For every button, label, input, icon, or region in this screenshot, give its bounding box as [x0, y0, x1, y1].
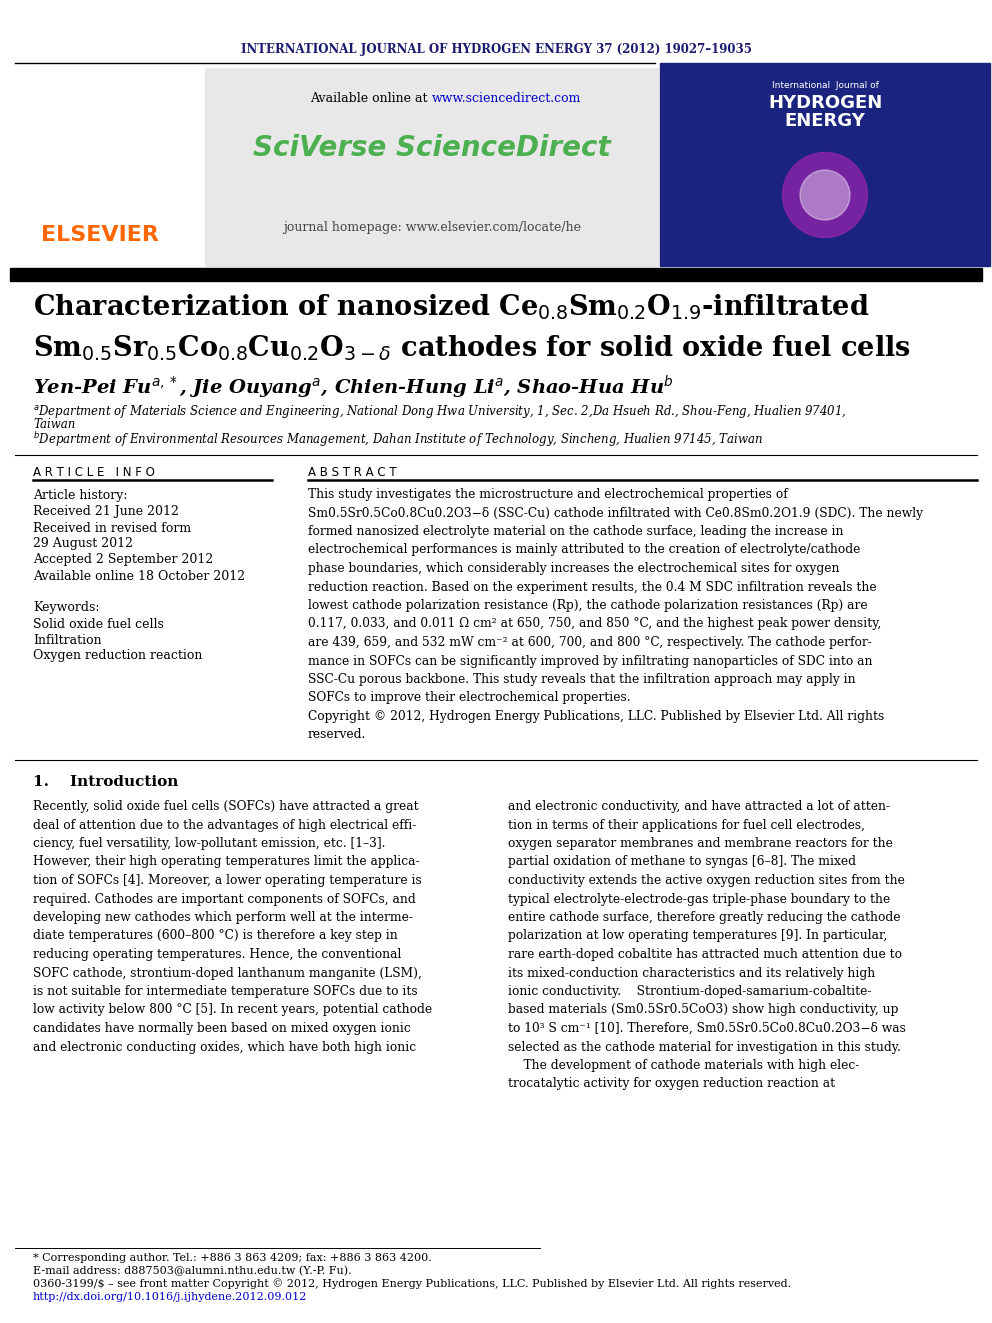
- Text: Available online 18 October 2012: Available online 18 October 2012: [33, 569, 245, 582]
- Text: Taiwan: Taiwan: [33, 418, 75, 431]
- Text: Characterization of nanosized Ce$_{0.8}$Sm$_{0.2}$O$_{1.9}$-infiltrated: Characterization of nanosized Ce$_{0.8}$…: [33, 292, 870, 321]
- Text: 29 August 2012: 29 August 2012: [33, 537, 133, 550]
- Text: Available online at: Available online at: [310, 91, 432, 105]
- Text: SciVerse ScienceDirect: SciVerse ScienceDirect: [253, 134, 611, 161]
- Text: A B S T R A C T: A B S T R A C T: [308, 466, 397, 479]
- Bar: [205, 67, 658, 266]
- Text: Article history:: Article history:: [33, 490, 128, 503]
- Text: Received in revised form: Received in revised form: [33, 521, 191, 534]
- Text: Keywords:: Keywords:: [33, 602, 99, 614]
- Text: International  Journal of: International Journal of: [772, 81, 879, 90]
- Text: 1.    Introduction: 1. Introduction: [33, 775, 179, 789]
- Text: Solid oxide fuel cells: Solid oxide fuel cells: [33, 618, 164, 631]
- Text: www.sciencedirect.com: www.sciencedirect.com: [432, 91, 581, 105]
- Text: This study investigates the microstructure and electrochemical properties of
Sm0: This study investigates the microstructu…: [308, 488, 923, 741]
- Text: Oxygen reduction reaction: Oxygen reduction reaction: [33, 650, 202, 663]
- Text: 0360-3199/$ – see front matter Copyright © 2012, Hydrogen Energy Publications, L: 0360-3199/$ – see front matter Copyright…: [33, 1278, 792, 1290]
- Text: ELSEVIER: ELSEVIER: [41, 225, 159, 245]
- Bar: [660, 64, 990, 266]
- Text: HYDROGEN: HYDROGEN: [768, 94, 882, 112]
- Text: Infiltration: Infiltration: [33, 634, 101, 647]
- Text: journal homepage: www.elsevier.com/locate/he: journal homepage: www.elsevier.com/locat…: [283, 221, 581, 234]
- Bar: [10, 269, 982, 280]
- Text: Sm$_{0.5}$Sr$_{0.5}$Co$_{0.8}$Cu$_{0.2}$O$_{3-\delta}$ cathodes for solid oxide : Sm$_{0.5}$Sr$_{0.5}$Co$_{0.8}$Cu$_{0.2}$…: [33, 333, 911, 363]
- Text: http://dx.doi.org/10.1016/j.ijhydene.2012.09.012: http://dx.doi.org/10.1016/j.ijhydene.201…: [33, 1293, 308, 1302]
- Bar: [10, 67, 203, 266]
- Text: A R T I C L E   I N F O: A R T I C L E I N F O: [33, 466, 155, 479]
- Ellipse shape: [800, 169, 850, 220]
- Text: E-mail address: d887503@alumni.nthu.edu.tw (Y.-P. Fu).: E-mail address: d887503@alumni.nthu.edu.…: [33, 1266, 351, 1277]
- Text: ENERGY: ENERGY: [785, 112, 865, 130]
- Text: Accepted 2 September 2012: Accepted 2 September 2012: [33, 553, 213, 566]
- Text: Received 21 June 2012: Received 21 June 2012: [33, 505, 179, 519]
- Text: $^a$Department of Materials Science and Engineering, National Dong Hwa Universit: $^a$Department of Materials Science and …: [33, 402, 846, 419]
- Ellipse shape: [783, 152, 867, 238]
- Text: * Corresponding author. Tel.: +886 3 863 4209; fax: +886 3 863 4200.: * Corresponding author. Tel.: +886 3 863…: [33, 1253, 432, 1263]
- Text: INTERNATIONAL JOURNAL OF HYDROGEN ENERGY 37 (2012) 19027–19035: INTERNATIONAL JOURNAL OF HYDROGEN ENERGY…: [241, 44, 751, 57]
- Text: $^b$Department of Environmental Resources Management, Dahan Institute of Technol: $^b$Department of Environmental Resource…: [33, 430, 763, 450]
- Text: Yen-Pei Fu$^{a,*}$, Jie Ouyang$^{a}$, Chien-Hung Li$^{a}$, Shao-Hua Hu$^{b}$: Yen-Pei Fu$^{a,*}$, Jie Ouyang$^{a}$, Ch…: [33, 373, 674, 401]
- Text: and electronic conductivity, and have attracted a lot of atten-
tion in terms of: and electronic conductivity, and have at…: [508, 800, 906, 1090]
- Text: Recently, solid oxide fuel cells (SOFCs) have attracted a great
deal of attentio: Recently, solid oxide fuel cells (SOFCs)…: [33, 800, 433, 1053]
